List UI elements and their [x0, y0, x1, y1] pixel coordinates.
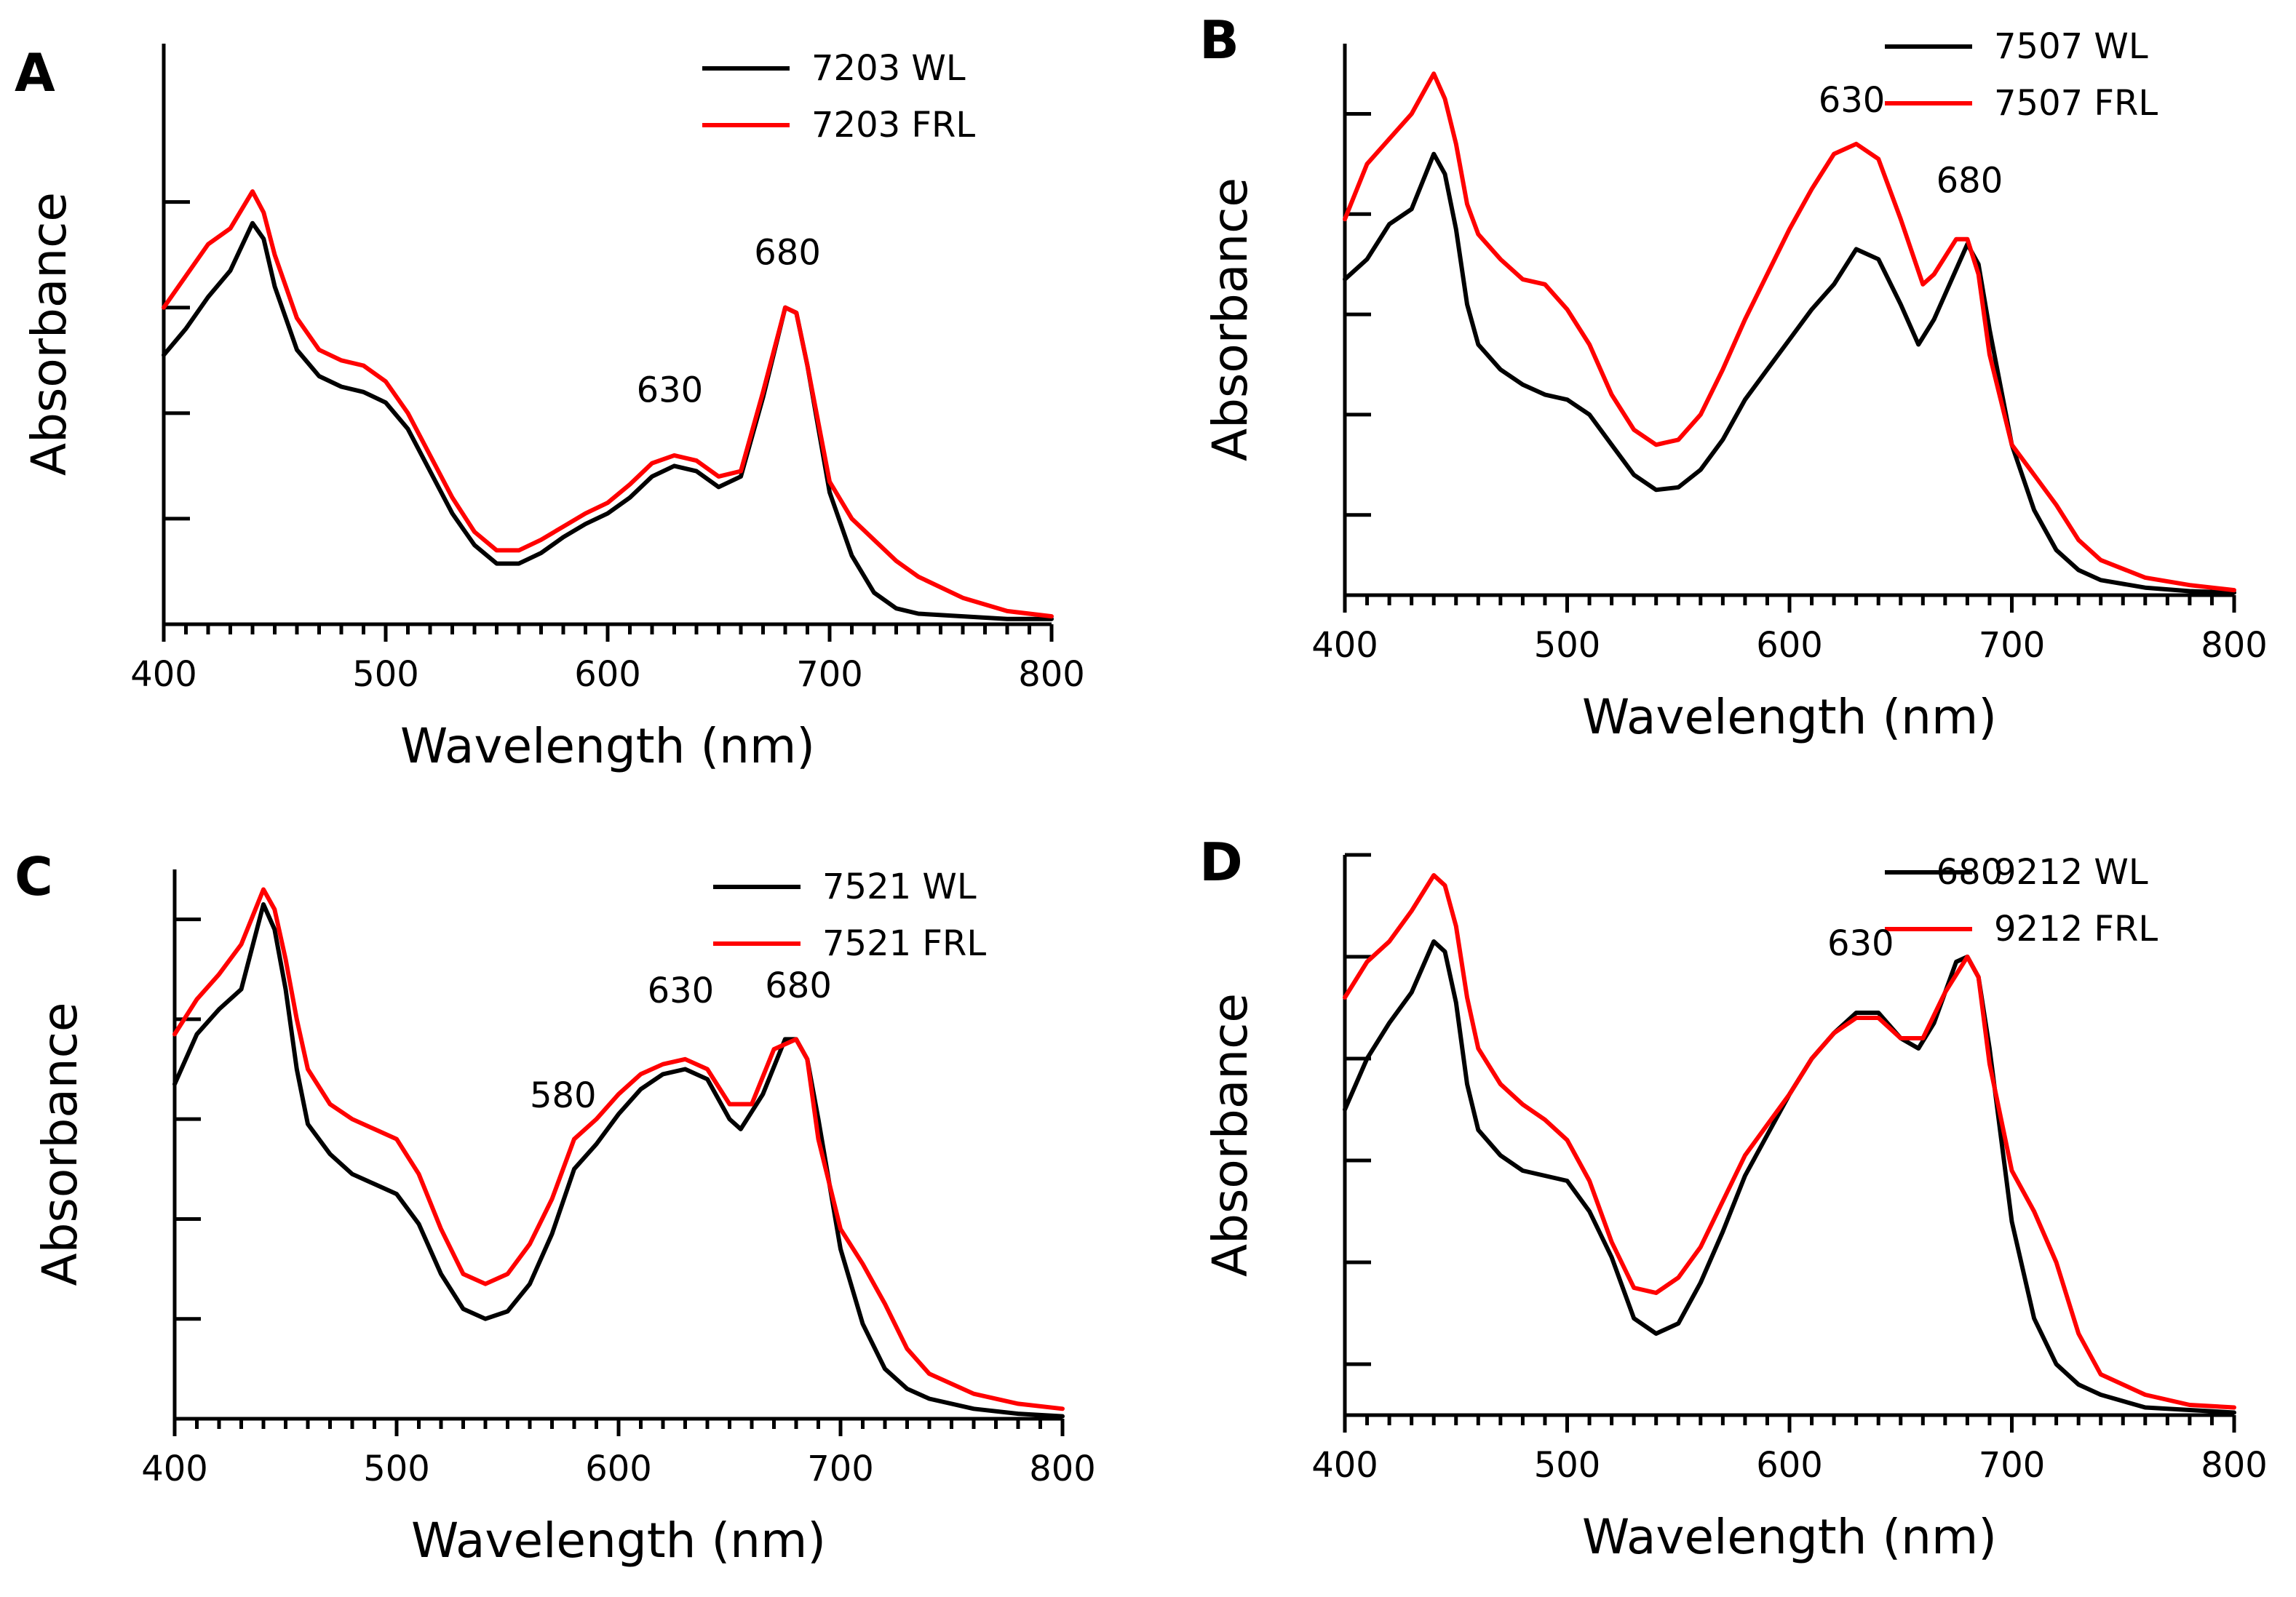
legend-label: 7521 WL	[822, 867, 977, 907]
y-axis-title: Absorbance	[32, 1002, 88, 1286]
x-tick-label: 500	[363, 1449, 430, 1489]
x-tick-label: 500	[352, 654, 419, 695]
peak-annotation: 630	[1827, 923, 1894, 964]
legend-label: 7521 FRL	[822, 923, 986, 964]
panel-a: A 400 500 600 700 800 Wavelength (nm) Absorbanc…	[15, 42, 1085, 774]
peak-annotation: 680	[765, 965, 832, 1006]
x-tick-label: 500	[1534, 625, 1601, 666]
series-line-9212-frl	[1343, 873, 2236, 1410]
panel-d: D 400 500 600 700 800 Wavelength (nm) Absorbanc…	[1199, 832, 2268, 1565]
x-tick-label: 700	[807, 1449, 874, 1489]
peak-annotation: 580	[530, 1075, 597, 1116]
legend: 7203 WL 7203 FRL	[702, 48, 975, 146]
series-line-7203-frl	[162, 189, 1054, 619]
x-axis-title: Wavelength (nm)	[1582, 689, 1997, 745]
series-line-7507-wl	[1343, 151, 2236, 595]
x-tick-label: 700	[796, 654, 863, 695]
x-tick-label: 600	[1756, 1445, 1823, 1486]
series-line-9212-wl	[1343, 939, 2236, 1415]
panel-letter: B	[1199, 9, 1239, 71]
x-axis-title: Wavelength (nm)	[400, 718, 815, 774]
panel-letter: A	[15, 42, 55, 103]
x-tick-label: 800	[1029, 1449, 1096, 1489]
y-axis-title: Absorbance	[21, 192, 77, 476]
legend-label: 7507 FRL	[1994, 83, 2158, 124]
x-axis-title: Wavelength (nm)	[1582, 1509, 1997, 1565]
legend-label: 7203 FRL	[811, 105, 975, 146]
legend-label: 7203 WL	[811, 48, 966, 89]
series-line-7521-wl	[172, 902, 1065, 1419]
peak-annotation: 630	[648, 971, 715, 1011]
series-line-7521-frl	[172, 887, 1065, 1411]
x-tick-label: 800	[1018, 654, 1085, 695]
x-tick-label: 400	[130, 654, 197, 695]
x-tick-label: 800	[2201, 625, 2268, 666]
x-tick-label: 600	[1756, 625, 1823, 666]
y-axis-title: Absorbance	[1202, 178, 1258, 461]
peak-annotation: 680	[1936, 160, 2003, 201]
x-tick-label: 800	[2201, 1445, 2268, 1486]
legend-label: 9212 WL	[1994, 852, 2148, 893]
y-axis-title: Absorbance	[1202, 993, 1258, 1277]
panel-c: C 400 500 600 700 800 Wavelength (nm) Absorbanc…	[15, 846, 1096, 1569]
x-tick-label: 400	[141, 1449, 208, 1489]
peak-annotation: 630	[637, 370, 704, 410]
legend: 7521 WL 7521 FRL	[713, 867, 986, 964]
legend: 9212 WL 9212 FRL	[1885, 852, 2158, 949]
x-tick-label: 400	[1311, 1445, 1378, 1486]
legend-label: 7507 WL	[1994, 26, 2148, 67]
x-tick-label: 400	[1311, 625, 1378, 666]
panel-letter: C	[15, 846, 53, 907]
x-tick-label: 600	[585, 1449, 652, 1489]
peak-annotation: 630	[1819, 80, 1886, 121]
panel-b: B 400 500 600 700 800 Wavelength (nm) Absorbanc…	[1199, 9, 2268, 745]
x-tick-label: 500	[1534, 1445, 1601, 1486]
x-tick-label: 700	[1979, 625, 2046, 666]
x-axis-title: Wavelength (nm)	[411, 1513, 826, 1569]
x-tick-label: 700	[1979, 1445, 2046, 1486]
panel-letter: D	[1199, 832, 1243, 893]
legend: 7507 WL 7507 FRL	[1885, 26, 2158, 124]
peak-annotation: 680	[1936, 852, 2003, 893]
series-line-7507-frl	[1343, 71, 2236, 593]
peak-annotation: 680	[754, 233, 821, 274]
x-tick-label: 600	[574, 654, 641, 695]
legend-label: 9212 FRL	[1994, 909, 2158, 949]
series-line-7203-wl	[162, 220, 1054, 621]
